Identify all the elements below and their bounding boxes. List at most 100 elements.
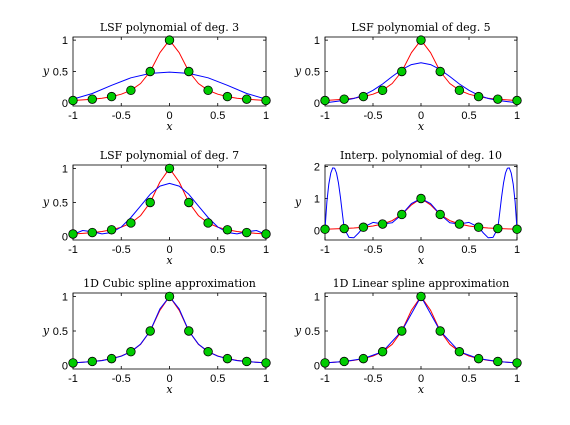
- chart-panel-6: -1 -0.5 0 0.5 1 0 0.5 1 1D Linear spline approxi…: [294, 277, 522, 396]
- data-node: [435, 66, 445, 77]
- panel-title: 1D Cubic spline approximation: [83, 277, 256, 290]
- y-tick-label: 0.5: [53, 326, 68, 338]
- data-node: [184, 66, 194, 77]
- chart-panel-2: -1 -0.5 0 0.5 1 0 0.5 1 LSF polynomial of deg. 5…: [294, 21, 522, 133]
- data-node: [454, 85, 465, 96]
- data-node: [320, 224, 330, 234]
- data-node: [164, 163, 175, 174]
- y-axis-label: y: [294, 324, 302, 337]
- panel-title: LSF polynomial of deg. 7: [100, 149, 239, 162]
- y-tick-label: 0: [314, 98, 320, 110]
- y-tick-label: 1: [62, 291, 68, 303]
- data-node: [241, 94, 252, 104]
- data-node: [435, 326, 445, 336]
- data-node: [493, 223, 503, 234]
- data-node: [473, 91, 484, 102]
- data-node: [203, 347, 213, 357]
- y-tick-label: 0.5: [53, 67, 68, 79]
- panel-title: LSF polynomial of deg. 5: [351, 21, 490, 34]
- y-axis-label: y: [42, 324, 50, 337]
- x-tick-label: -0.5: [112, 244, 131, 256]
- x-tick-label: 0: [166, 373, 172, 385]
- x-tick-label: 1: [263, 244, 269, 256]
- plot-frame: [72, 36, 267, 107]
- x-axis-label: x: [166, 120, 173, 133]
- data-node: [512, 358, 522, 368]
- data-node: [454, 219, 465, 229]
- chart-panel-1: -1 -0.5 0 0.5 1 0 0.5 1 LSF polynomial of deg. 3…: [42, 21, 271, 133]
- data-node: [261, 95, 271, 106]
- y-tick-label: 0.5: [305, 326, 320, 338]
- panel-title: LSF polynomial of deg. 3: [100, 21, 239, 34]
- y-tick-label: 0: [62, 98, 68, 110]
- data-node: [184, 326, 194, 336]
- x-axis-label: x: [418, 254, 425, 267]
- data-node: [87, 94, 98, 104]
- x-tick-label: 0.5: [210, 244, 225, 256]
- data-node: [164, 35, 175, 45]
- data-node: [68, 95, 78, 106]
- x-axis-label: x: [166, 254, 173, 267]
- y-tick-label: 0: [62, 232, 68, 244]
- data-node: [416, 193, 426, 204]
- x-tick-label: -1: [68, 373, 78, 385]
- x-tick-label: -1: [320, 110, 330, 122]
- data-node: [473, 222, 484, 232]
- data-node: [164, 291, 175, 302]
- y-axis-label: y: [42, 65, 50, 78]
- y-tick-label: 0: [314, 225, 320, 237]
- y-tick-label: 1: [314, 291, 320, 303]
- plot-frame: [324, 292, 518, 370]
- data-node: [473, 353, 484, 364]
- data-node: [241, 227, 252, 238]
- data-node: [416, 291, 426, 302]
- data-node: [454, 347, 465, 357]
- x-tick-label: 1: [514, 373, 520, 385]
- x-tick-label: -0.5: [112, 110, 131, 122]
- approximation-line: [325, 62, 517, 104]
- approximation-line: [73, 182, 266, 237]
- data-node: [261, 358, 271, 368]
- data-node: [339, 223, 349, 234]
- x-tick-label: 0: [418, 244, 424, 256]
- x-tick-label: -1: [68, 244, 78, 256]
- data-node: [68, 358, 78, 368]
- x-tick-label: 0.5: [461, 110, 476, 122]
- y-tick-label: 2: [314, 162, 320, 174]
- data-node: [126, 347, 136, 357]
- x-tick-label: 1: [263, 373, 269, 385]
- x-tick-label: -0.5: [112, 373, 131, 385]
- data-node: [397, 66, 407, 77]
- x-tick-label: 0.5: [210, 110, 225, 122]
- data-node: [397, 326, 407, 336]
- y-tick-label: 1: [62, 35, 68, 47]
- data-node: [87, 227, 98, 238]
- y-tick-label: 1: [314, 194, 320, 206]
- chart-panel-5: -1 -0.5 0 0.5 1 0 0.5 1 1D Cubic spline approxim…: [42, 277, 271, 396]
- x-tick-label: 0: [418, 110, 424, 122]
- data-node: [222, 353, 233, 364]
- data-node: [261, 229, 271, 239]
- x-tick-label: 0: [166, 110, 172, 122]
- data-node: [106, 353, 117, 364]
- data-node: [126, 218, 136, 228]
- data-node: [145, 326, 155, 336]
- plot-frame: [72, 164, 267, 241]
- y-tick-label: 1: [314, 35, 320, 47]
- data-node: [241, 356, 252, 367]
- data-node: [512, 95, 522, 106]
- data-node: [145, 66, 155, 77]
- x-axis-label: x: [418, 383, 425, 396]
- data-node: [512, 224, 522, 234]
- plot-frame: [72, 292, 267, 370]
- data-node: [203, 85, 213, 96]
- y-axis-label: y: [42, 196, 50, 209]
- data-node: [126, 85, 136, 96]
- x-tick-label: -1: [320, 244, 330, 256]
- data-node: [222, 225, 233, 235]
- data-node: [377, 347, 388, 357]
- data-node: [106, 91, 117, 102]
- x-tick-label: 1: [514, 110, 520, 122]
- data-node: [358, 222, 369, 232]
